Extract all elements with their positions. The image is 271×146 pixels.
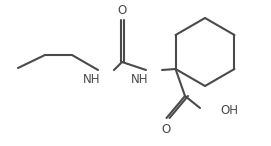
Text: OH: OH: [220, 104, 238, 117]
Text: O: O: [117, 4, 127, 17]
Text: O: O: [161, 123, 171, 136]
Text: NH: NH: [131, 73, 148, 86]
Text: NH: NH: [82, 73, 100, 86]
